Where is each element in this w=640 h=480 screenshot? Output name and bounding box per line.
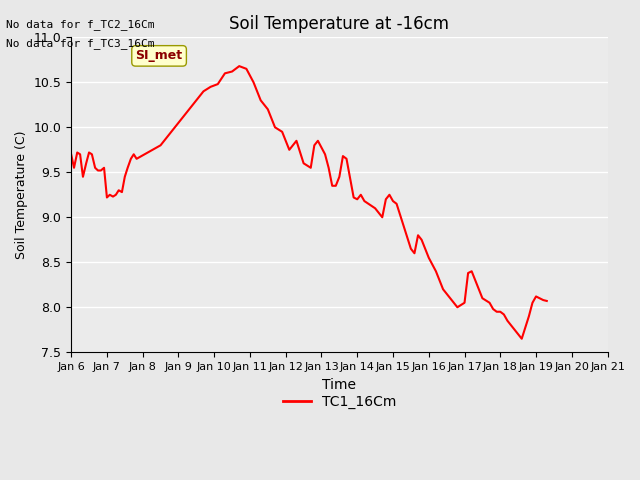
Text: No data for f_TC3_16Cm: No data for f_TC3_16Cm: [6, 38, 155, 49]
Legend: TC1_16Cm: TC1_16Cm: [277, 389, 401, 415]
Y-axis label: Soil Temperature (C): Soil Temperature (C): [15, 131, 28, 259]
Title: Soil Temperature at -16cm: Soil Temperature at -16cm: [229, 15, 449, 33]
Text: SI_met: SI_met: [136, 49, 182, 62]
X-axis label: Time: Time: [323, 377, 356, 392]
Text: No data for f_TC2_16Cm: No data for f_TC2_16Cm: [6, 19, 155, 30]
